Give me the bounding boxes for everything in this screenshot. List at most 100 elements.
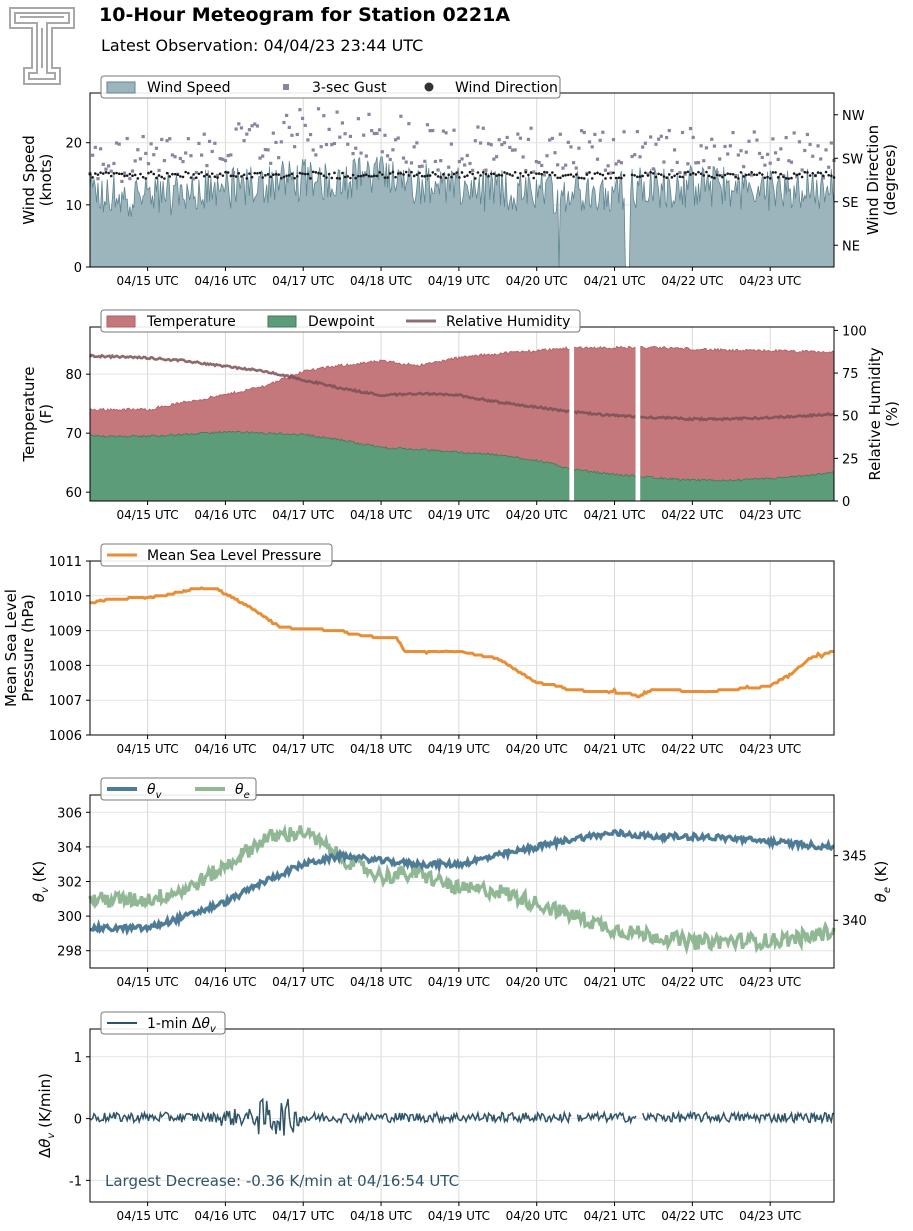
wind-direction-point xyxy=(378,171,381,174)
wind-direction-point xyxy=(750,170,753,174)
gust-point xyxy=(803,148,807,153)
wind-direction-point xyxy=(274,172,278,176)
y2-tick-label: 0 xyxy=(842,495,850,510)
wind-direction-point xyxy=(734,175,737,179)
gust-point xyxy=(712,144,717,148)
wind-direction-point xyxy=(527,173,530,177)
gust-point xyxy=(378,128,382,132)
gust-point xyxy=(827,165,831,169)
gust-point xyxy=(205,164,209,168)
legend-label: Mean Sea Level Pressure xyxy=(147,548,321,564)
panel-thermo: 04/15 UTC 04/16 UTC 04/17 UTC 04/18 UTC 04/1… xyxy=(20,309,901,522)
wind-direction-point xyxy=(588,171,591,174)
wind-direction-point xyxy=(136,177,140,180)
gust-point xyxy=(107,164,111,168)
wind-direction-point xyxy=(229,174,233,178)
gust-point xyxy=(122,171,127,175)
gust-point xyxy=(532,170,536,174)
wind-direction-point xyxy=(652,172,655,175)
gust-point xyxy=(776,157,780,162)
gust-point xyxy=(144,151,148,156)
gust-point xyxy=(370,129,374,133)
wind-direction-point xyxy=(402,173,405,176)
wind-direction-point xyxy=(194,176,198,180)
wind-direction-point xyxy=(128,172,132,176)
y-tick-label: 306 xyxy=(57,806,82,821)
wind-direction-point xyxy=(391,170,395,174)
gust-point xyxy=(136,148,140,152)
gust-point xyxy=(375,131,379,136)
x-tick-label: 04/20 UTC xyxy=(506,274,568,288)
gust-point xyxy=(657,137,661,141)
y-tick-label: 298 xyxy=(57,945,82,960)
gust-point xyxy=(277,156,281,160)
gust-point xyxy=(311,148,315,152)
gust-point xyxy=(811,154,815,158)
gust-point xyxy=(646,172,650,176)
wind-direction-point xyxy=(580,176,583,180)
wind-direction-point xyxy=(471,172,474,176)
legend: Wind Speed 3-sec Gust Wind Direction xyxy=(100,75,561,99)
gust-point xyxy=(688,126,693,131)
gust-point xyxy=(633,153,637,157)
wind-direction-point xyxy=(197,172,201,176)
wind-direction-point xyxy=(447,173,451,176)
gust-point xyxy=(471,168,475,172)
gust-point xyxy=(399,114,403,118)
annotation-largest-decrease: Largest Decrease: -0.36 K/min at 04/16:5… xyxy=(105,1172,459,1190)
x-tick-label: 04/23 UTC xyxy=(739,975,801,989)
gust-point xyxy=(564,163,568,167)
gust-point xyxy=(595,157,600,161)
x-tick-label: 04/21 UTC xyxy=(583,508,645,522)
gust-point xyxy=(704,146,709,150)
gust-point xyxy=(433,159,438,164)
gust-point xyxy=(213,141,217,145)
gust-point xyxy=(263,147,267,152)
wind-direction-point xyxy=(572,175,575,178)
x-tick-label: 04/18 UTC xyxy=(350,975,412,989)
wind-direction-point xyxy=(266,173,270,176)
wind-direction-point xyxy=(694,173,698,176)
gust-point xyxy=(537,160,541,165)
legend-frame xyxy=(100,75,561,99)
gust-point xyxy=(340,121,345,125)
gust-point xyxy=(295,132,299,137)
gust-point xyxy=(819,157,823,161)
wind-direction-point xyxy=(349,176,352,180)
wind-direction-point xyxy=(176,173,179,176)
gust-point xyxy=(372,131,376,136)
wind-direction-point xyxy=(218,172,222,176)
pressure-line xyxy=(90,586,834,699)
wind-direction-point xyxy=(415,173,419,176)
y-tick-label: 1011 xyxy=(49,555,82,570)
y-tick-label: 1007 xyxy=(49,694,82,709)
wind-direction-point xyxy=(256,172,259,175)
wind-direction-point xyxy=(306,172,310,176)
wind-direction-point xyxy=(654,175,658,179)
gust-point xyxy=(319,145,323,149)
wind-direction-point xyxy=(718,174,722,177)
wind-direction-point xyxy=(394,175,397,179)
y-tick-label: 304 xyxy=(57,841,82,856)
wind-direction-point xyxy=(117,172,121,176)
x-tick-label: 04/21 UTC xyxy=(583,975,645,989)
gust-point xyxy=(728,144,732,148)
x-tick-label: 04/16 UTC xyxy=(194,742,256,756)
wind-direction-point xyxy=(216,176,219,179)
legend-frame xyxy=(100,777,257,801)
gust-point xyxy=(529,126,533,130)
wind-direction-point xyxy=(715,173,719,177)
wind-direction-point xyxy=(250,175,254,179)
wind-direction-point xyxy=(333,171,336,175)
gust-point xyxy=(524,168,528,173)
wind-direction-point xyxy=(633,174,637,177)
wind-direction-point xyxy=(473,177,477,180)
wind-direction-point xyxy=(439,176,443,179)
wind-direction-point xyxy=(729,172,732,176)
y-tick-label: 1009 xyxy=(49,625,82,640)
wind-direction-point xyxy=(242,173,246,177)
x-tick-label: 04/23 UTC xyxy=(739,274,801,288)
gust-point xyxy=(526,137,531,142)
x-tick-label: 04/19 UTC xyxy=(428,1209,490,1223)
wind-direction-point xyxy=(168,175,172,178)
